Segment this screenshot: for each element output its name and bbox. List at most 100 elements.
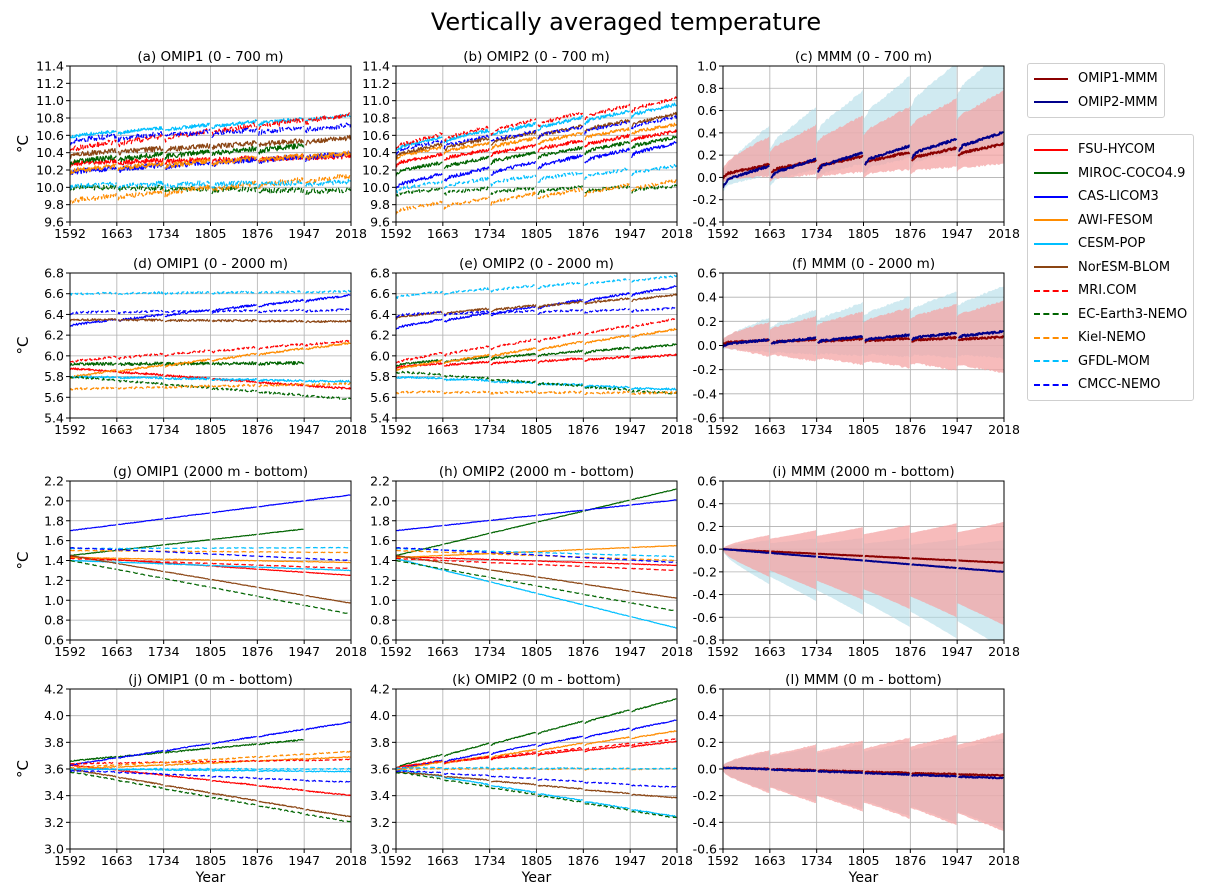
panel-10: 1592 1663 1734 1805 1876 1947 2018 3.0 3.2 3.4 3.6… [14,672,367,886]
series-line [304,111,351,125]
legend-swatch [1034,219,1068,222]
series-line [864,559,910,566]
series-line [491,743,536,755]
y-tick-label: 0.2 [697,519,717,534]
series-line [443,390,490,395]
series-line [117,561,164,565]
series-line [118,767,164,771]
legend-models: FSU-HYCOM MIROC-COCO4.9 CAS-LICOM3 AWI-FESO… [1027,134,1195,401]
series-line [70,184,117,192]
x-tick-label: 1663 [101,226,133,241]
series-line [490,731,536,747]
y-tick-label: 5.6 [44,390,64,405]
y-tick-label: 1.4 [370,553,390,568]
x-tick-label: 1734 [801,853,833,868]
series-line [537,720,583,735]
series-line [537,340,583,352]
series-line [537,560,583,564]
series-line [911,563,957,570]
series-line [537,131,583,145]
series-line [305,382,351,387]
series-line [304,178,351,187]
series-line [258,378,304,383]
series-line [537,331,583,343]
series-line [396,139,443,155]
series-line [630,306,677,313]
y-tick-label: 0.2 [697,314,717,329]
series-line [396,152,443,168]
series-line [305,341,351,351]
series-line [70,355,117,363]
series-line [490,129,537,142]
series-line [211,180,257,189]
series-line [258,777,304,781]
series-line [258,560,304,563]
series-line [258,500,304,508]
series-line [70,769,117,774]
series-line [396,370,443,376]
x-tick-label: 1592 [380,422,412,437]
x-axis-label: Year [848,870,879,886]
series-line [211,562,257,566]
y-tick-label: 11.0 [362,93,390,108]
series-line [537,154,583,170]
series-line [258,290,304,294]
series-line [211,180,258,192]
series-line [490,522,536,534]
panel-title: (l) MMM (0 m - bottom) [785,672,942,688]
series-line [537,554,583,559]
x-tick-label: 1947 [288,644,320,659]
series-line [864,771,910,776]
series-line [117,157,164,166]
series-line [443,353,490,365]
series-line [584,546,630,551]
series-line [304,339,351,347]
series-line [537,171,583,183]
series-line [118,352,164,360]
x-tick-label: 1592 [54,853,86,868]
legend-swatch [1034,101,1068,104]
legend-entry: AWI-FESOM [1034,209,1187,233]
series-line [165,318,211,323]
spread-band [863,524,910,609]
series-line [537,548,583,553]
series-line [631,737,677,747]
series-line [443,360,490,367]
series-line [117,184,164,193]
series-line [258,319,304,323]
series-line [305,546,351,549]
y-tick-label: 4.0 [370,708,390,723]
series-line [304,134,351,146]
series-line [211,565,257,570]
spread-band [723,534,770,577]
y-tick-label: -0.2 [693,788,717,803]
y-axis-label: °C [14,760,32,778]
series-line [490,775,536,780]
series-line [117,161,164,172]
y-tick-label: 11.4 [36,59,64,74]
x-tick-label: 1805 [521,853,553,868]
series-line [584,390,630,396]
series-line [305,758,351,762]
legend-label: EC-Earth3-NEMO [1078,306,1188,322]
series-line [444,766,490,770]
series-line [258,738,304,746]
series-line [584,384,630,389]
series-line [305,319,351,324]
series-line [117,131,164,143]
series-line [211,506,257,514]
series-line [258,767,304,771]
series-line [70,133,117,146]
series-line [396,753,443,770]
series-line [444,307,490,316]
x-tick-label: 1947 [941,853,973,868]
y-tick-label: 10.0 [36,180,64,195]
series-line [164,129,211,138]
series-line [444,136,490,151]
series-line [537,742,583,753]
series-line [118,569,164,579]
y-tick-label: 1.8 [44,513,64,528]
y-tick-label: 1.6 [44,533,64,548]
x-tick-label: 1734 [474,422,506,437]
